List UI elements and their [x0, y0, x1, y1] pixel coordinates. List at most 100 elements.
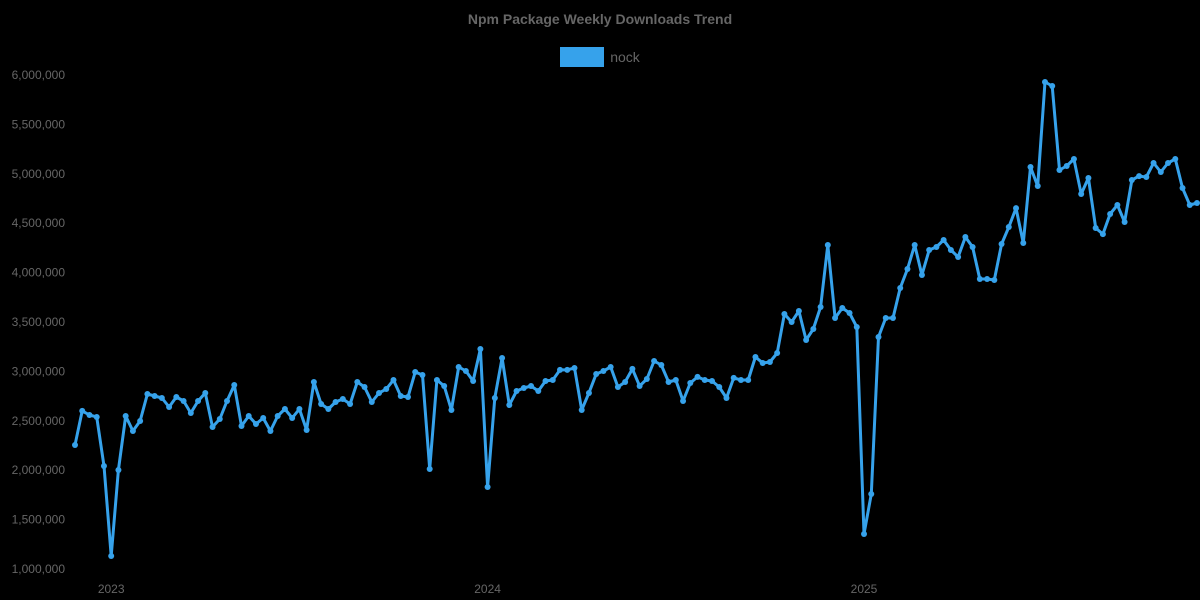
data-point[interactable]	[426, 466, 433, 473]
data-point[interactable]	[817, 303, 824, 310]
data-point[interactable]	[969, 244, 976, 251]
data-point[interactable]	[1172, 155, 1179, 162]
data-point[interactable]	[1165, 160, 1172, 167]
data-point[interactable]	[752, 353, 759, 360]
data-point[interactable]	[79, 407, 86, 414]
data-point[interactable]	[672, 376, 679, 383]
data-point[interactable]	[368, 399, 375, 406]
data-point[interactable]	[926, 246, 933, 253]
data-point[interactable]	[108, 552, 115, 559]
data-point[interactable]	[332, 399, 339, 406]
data-point[interactable]	[506, 401, 513, 408]
data-point[interactable]	[947, 246, 954, 253]
data-point[interactable]	[419, 371, 426, 378]
data-point[interactable]	[72, 442, 78, 449]
data-point[interactable]	[658, 361, 665, 368]
data-point[interactable]	[412, 368, 419, 375]
data-point[interactable]	[528, 383, 535, 390]
data-point[interactable]	[122, 412, 129, 419]
data-point[interactable]	[723, 394, 730, 401]
data-point[interactable]	[173, 393, 180, 400]
data-point[interactable]	[1092, 225, 1099, 232]
data-point[interactable]	[774, 350, 781, 357]
data-point[interactable]	[585, 390, 592, 397]
data-point[interactable]	[607, 363, 614, 370]
data-point[interactable]	[137, 417, 144, 424]
data-point[interactable]	[1063, 162, 1070, 169]
data-point[interactable]	[600, 368, 607, 375]
data-point[interactable]	[564, 366, 571, 373]
data-point[interactable]	[296, 406, 303, 413]
data-point[interactable]	[216, 416, 223, 423]
data-point[interactable]	[861, 531, 868, 538]
data-point[interactable]	[1013, 205, 1020, 212]
data-point[interactable]	[455, 363, 462, 370]
data-point[interactable]	[462, 368, 469, 375]
data-point[interactable]	[636, 383, 643, 390]
data-point[interactable]	[853, 324, 860, 331]
data-point[interactable]	[267, 427, 274, 434]
data-point[interactable]	[1005, 224, 1012, 231]
data-point[interactable]	[984, 276, 991, 283]
data-point[interactable]	[390, 376, 397, 383]
data-point[interactable]	[665, 378, 672, 385]
data-point[interactable]	[448, 407, 455, 414]
data-point[interactable]	[1027, 163, 1034, 170]
data-point[interactable]	[1186, 202, 1193, 209]
data-point[interactable]	[325, 406, 332, 413]
data-point[interactable]	[260, 415, 267, 422]
data-point[interactable]	[795, 308, 802, 315]
data-point[interactable]	[187, 409, 194, 416]
data-point[interactable]	[622, 378, 629, 385]
data-point[interactable]	[766, 359, 773, 366]
data-point[interactable]	[513, 387, 520, 394]
data-point[interactable]	[151, 393, 158, 400]
data-point[interactable]	[310, 378, 317, 385]
data-point[interactable]	[745, 376, 752, 383]
data-point[interactable]	[701, 376, 708, 383]
data-point[interactable]	[1128, 177, 1135, 184]
data-point[interactable]	[832, 315, 839, 322]
data-point[interactable]	[100, 462, 107, 469]
data-point[interactable]	[889, 315, 896, 322]
data-point[interactable]	[694, 373, 701, 380]
data-point[interactable]	[687, 379, 694, 386]
data-point[interactable]	[614, 384, 621, 391]
data-point[interactable]	[383, 385, 390, 392]
data-point[interactable]	[281, 406, 288, 413]
data-point[interactable]	[991, 277, 998, 284]
data-point[interactable]	[868, 491, 875, 498]
data-point[interactable]	[542, 377, 549, 384]
data-point[interactable]	[1085, 175, 1092, 182]
data-point[interactable]	[839, 304, 846, 311]
data-point[interactable]	[911, 242, 918, 249]
data-point[interactable]	[730, 374, 737, 381]
data-point[interactable]	[354, 378, 361, 385]
data-point[interactable]	[940, 236, 947, 243]
data-point[interactable]	[491, 394, 498, 401]
data-point[interactable]	[158, 394, 165, 401]
data-point[interactable]	[709, 377, 716, 384]
data-point[interactable]	[224, 398, 231, 405]
data-point[interactable]	[629, 365, 636, 372]
data-point[interactable]	[976, 276, 983, 283]
data-point[interactable]	[962, 234, 969, 241]
data-point[interactable]	[875, 334, 882, 341]
data-point[interactable]	[484, 483, 491, 490]
data-point[interactable]	[1070, 155, 1077, 162]
data-point[interactable]	[318, 401, 325, 408]
data-point[interactable]	[571, 364, 578, 371]
data-point[interactable]	[202, 390, 209, 397]
data-point[interactable]	[303, 426, 310, 433]
data-point[interactable]	[651, 358, 658, 365]
data-point[interactable]	[1078, 190, 1085, 197]
data-point[interactable]	[781, 310, 788, 317]
data-point[interactable]	[129, 427, 136, 434]
data-point[interactable]	[441, 383, 448, 390]
legend-label-nock[interactable]: nock	[610, 49, 640, 65]
data-point[interactable]	[238, 423, 245, 430]
data-point[interactable]	[245, 412, 252, 419]
data-point[interactable]	[1114, 202, 1121, 209]
data-point[interactable]	[759, 360, 766, 367]
data-point[interactable]	[1194, 200, 1200, 207]
